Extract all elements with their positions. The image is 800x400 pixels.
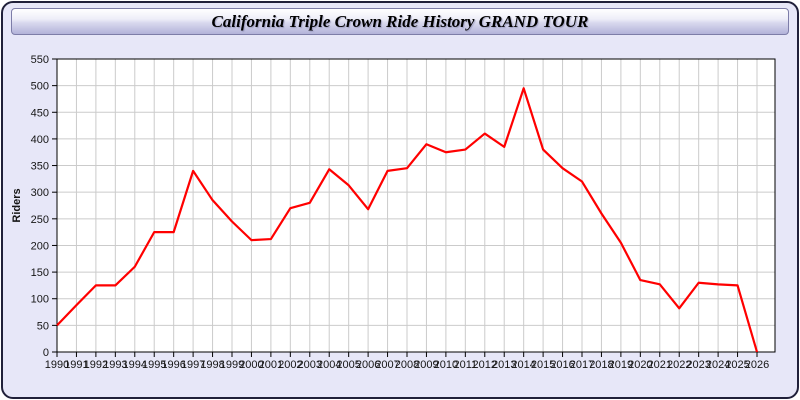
x-tick-label: 2013: [492, 359, 516, 371]
x-tick-label: 1994: [123, 359, 147, 371]
y-tick-label: 0: [43, 347, 49, 359]
x-tick-label: 2006: [356, 359, 380, 371]
x-tick-label: 2026: [745, 359, 769, 371]
plot-border: [56, 58, 776, 353]
y-tick-label: 350: [31, 161, 49, 173]
x-tick-label: 2003: [298, 359, 322, 371]
x-tick-label: 1992: [84, 359, 108, 371]
x-tick-label: 2011: [454, 359, 478, 371]
series-line-riders: [56, 87, 759, 353]
x-tick-label: 2005: [336, 359, 360, 371]
x-tick-label: 2019: [609, 359, 633, 371]
page-title: California Triple Crown Ride History GRA…: [211, 12, 589, 31]
title-bar: California Triple Crown Ride History GRA…: [11, 8, 789, 35]
x-tick-label: 2008: [395, 359, 419, 371]
x-tick-label: 1995: [142, 359, 166, 371]
x-tick-label: 1997: [181, 359, 205, 371]
y-tick-label: 550: [31, 54, 49, 66]
x-tick-label: 2002: [278, 359, 302, 371]
y-tick-label: 200: [31, 240, 49, 252]
y-tick-label: 450: [31, 107, 49, 119]
x-tick-label: 2007: [375, 359, 399, 371]
x-tick-label: 1990: [45, 359, 69, 371]
y-axis-title: Riders: [11, 188, 23, 222]
x-tick-label: 2021: [648, 359, 672, 371]
y-tick-label: 400: [31, 134, 49, 146]
x-tick-label: 1999: [220, 359, 244, 371]
x-tick-label: 2016: [550, 359, 574, 371]
x-tick-label: 2009: [414, 359, 438, 371]
x-tick-label: 2025: [725, 359, 749, 371]
x-tick-label: 1993: [103, 359, 127, 371]
x-tick-label: 2004: [317, 359, 341, 371]
y-tick-label: 50: [37, 320, 49, 332]
x-tick-label: 1998: [200, 359, 224, 371]
x-tick-label: 1996: [161, 359, 185, 371]
x-tick-label: 2015: [531, 359, 555, 371]
x-tick-label: 1991: [64, 359, 88, 371]
x-tick-label: 2014: [511, 359, 535, 371]
x-tick-label: 2017: [570, 359, 594, 371]
x-tick-label: 2024: [706, 359, 730, 371]
y-tick-label: 500: [31, 81, 49, 93]
y-tick-label: 150: [31, 267, 49, 279]
x-tick-label: 2001: [259, 359, 283, 371]
x-tick-label: 2018: [589, 359, 613, 371]
y-tick-label: 100: [31, 294, 49, 306]
x-tick-label: 2010: [434, 359, 458, 371]
x-tick-label: 2000: [239, 359, 263, 371]
y-tick-label: 250: [31, 214, 49, 226]
x-tick-label: 2023: [686, 359, 710, 371]
y-tick-label: 300: [31, 187, 49, 199]
x-tick-label: 2022: [667, 359, 691, 371]
plot-area: [57, 59, 775, 352]
x-tick-label: 2020: [628, 359, 652, 371]
x-tick-label: 2012: [473, 359, 497, 371]
